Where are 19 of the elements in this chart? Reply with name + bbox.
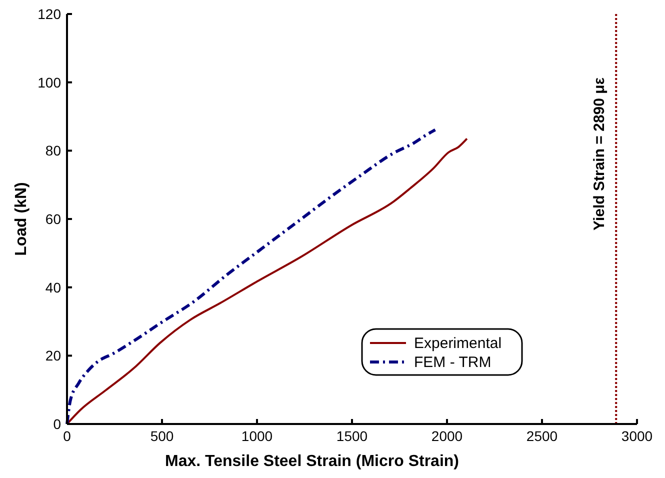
y-tick-label: 40 [45, 279, 62, 296]
y-tick-label: 0 [53, 416, 62, 432]
x-tick-label: 1500 [336, 428, 368, 444]
x-tick-label: 500 [150, 428, 174, 444]
x-tick-label: 0 [63, 428, 72, 444]
y-tick-label: 80 [45, 142, 62, 159]
ref-line-label: Yield Strain = 2890 με [591, 78, 608, 230]
legend-label: Experimental [414, 335, 502, 352]
y-tick-label: 20 [45, 348, 62, 364]
x-tick-label: 1000 [241, 428, 273, 444]
y-tick-label: 100 [38, 74, 62, 90]
y-tick-label: 120 [38, 6, 62, 22]
legend-label: FEM - TRM [414, 354, 492, 371]
y-axis-title: Load (kN) [13, 182, 30, 256]
x-tick-label: 3000 [621, 428, 653, 444]
x-tick-label: 2000 [431, 428, 463, 444]
x-tick-label: 2500 [526, 428, 558, 444]
y-tick-label: 60 [45, 211, 62, 227]
x-axis-title: Max. Tensile Steel Strain (Micro Strain) [165, 453, 459, 470]
